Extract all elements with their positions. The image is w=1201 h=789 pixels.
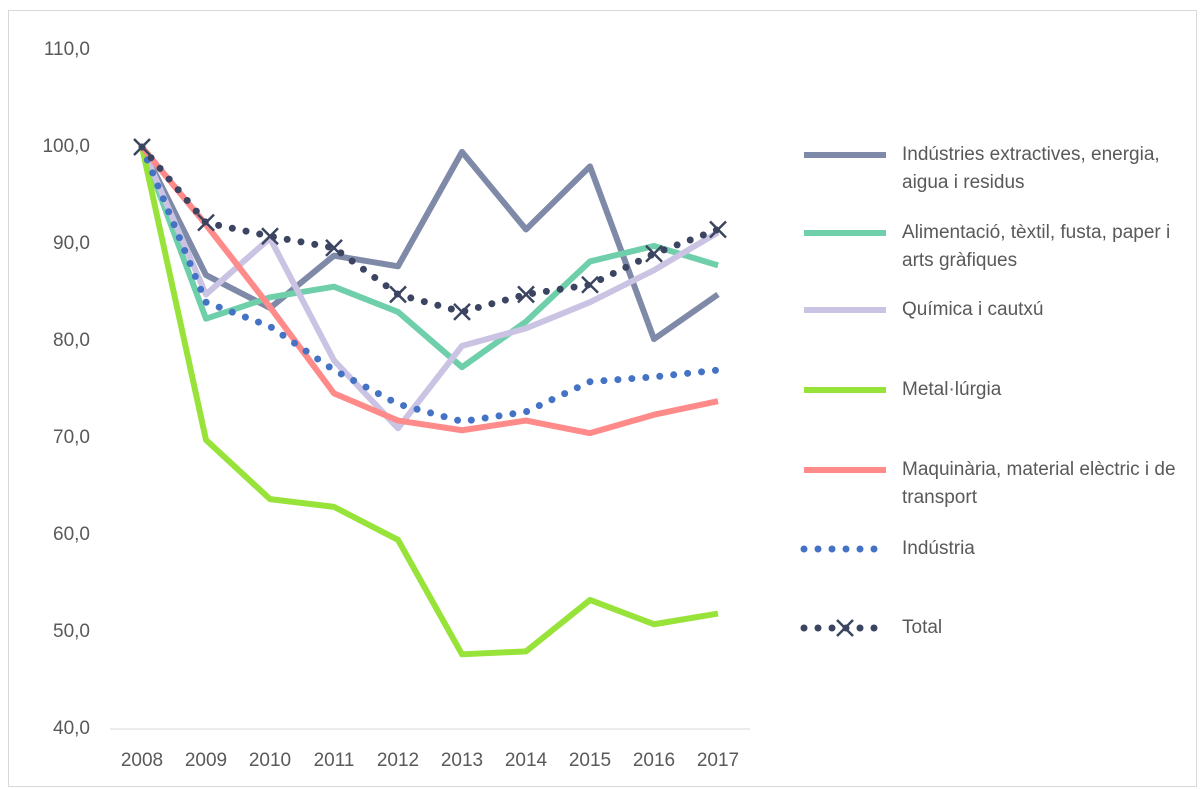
series-line xyxy=(138,143,722,426)
x-tick-label: 2011 xyxy=(314,750,355,771)
point-marker xyxy=(389,285,407,304)
legend-item: Alimentació, tèxtil, fusta, paper i arts… xyxy=(800,219,1200,275)
point-marker xyxy=(645,244,663,263)
marker-stroke xyxy=(709,220,727,239)
point-marker xyxy=(261,227,279,246)
legend-label: Total xyxy=(902,617,943,638)
series-line xyxy=(139,146,719,658)
legend-label: Indústria xyxy=(902,538,975,559)
x-tick-label: 2012 xyxy=(377,750,419,771)
point-marker xyxy=(133,138,151,156)
legend-swatch xyxy=(804,230,886,236)
x-tick-label: 2013 xyxy=(441,750,483,771)
marker-stroke xyxy=(517,285,535,304)
legend-label: Maquinària, material elèctric i de trans… xyxy=(902,459,1176,508)
point-marker xyxy=(581,275,599,294)
x-tick-label: 2008 xyxy=(121,750,163,771)
marker-stroke xyxy=(389,285,407,304)
point-marker xyxy=(325,238,343,257)
y-tick-label: 60,0 xyxy=(53,524,90,545)
marker-stroke xyxy=(836,619,854,637)
legend-marker xyxy=(836,619,854,637)
y-tick-label: 90,0 xyxy=(53,233,90,254)
legend-item: Indústria xyxy=(800,535,1200,563)
x-tick-label: 2015 xyxy=(569,750,611,771)
x-tick-label: 2014 xyxy=(505,750,548,771)
marker-stroke xyxy=(453,303,471,321)
legend-item: Total xyxy=(800,614,1200,642)
marker-stroke xyxy=(197,213,215,232)
point-marker xyxy=(709,220,727,239)
legend-item: Química i cautxú xyxy=(800,296,1200,324)
x-tick-label: 2017 xyxy=(697,750,739,771)
y-tick-label: 50,0 xyxy=(53,621,90,642)
legend-swatch xyxy=(804,152,886,158)
legend-swatch xyxy=(804,307,886,313)
marker-stroke xyxy=(261,227,279,246)
legend-label: Metal·lúrgia xyxy=(902,379,1002,400)
marker-stroke xyxy=(133,138,151,156)
y-tick-label: 110,0 xyxy=(44,39,90,60)
marker-stroke xyxy=(645,244,663,263)
y-tick-label: 100,0 xyxy=(42,136,90,157)
x-tick-label: 2009 xyxy=(185,750,227,771)
legend-label: Indústries extractives, energia, aigua i… xyxy=(902,144,1160,193)
marker-stroke xyxy=(325,238,343,257)
point-marker xyxy=(197,213,215,232)
legend-label: Química i cautxú xyxy=(902,299,1044,320)
series-line xyxy=(139,145,719,437)
legend-swatch xyxy=(804,467,886,473)
x-tick-label: 2016 xyxy=(633,750,675,771)
chart-frame xyxy=(8,10,1197,787)
legend-item: Indústries extractives, energia, aigua i… xyxy=(800,141,1200,197)
legend-item: Metal·lúrgia xyxy=(800,376,1200,404)
marker-stroke xyxy=(581,275,599,294)
legend-item: Maquinària, material elèctric i de trans… xyxy=(800,456,1200,512)
y-tick-label: 80,0 xyxy=(53,330,90,351)
point-marker xyxy=(517,285,535,304)
legend-swatch xyxy=(800,545,890,553)
legend-swatch xyxy=(800,619,890,637)
point-marker xyxy=(453,303,471,321)
y-tick-label: 70,0 xyxy=(53,427,90,448)
x-tick-label: 2010 xyxy=(249,750,291,771)
series-line xyxy=(139,145,719,371)
y-tick-label: 40,0 xyxy=(53,718,90,739)
legend-label: Alimentació, tèxtil, fusta, paper i arts… xyxy=(902,222,1171,271)
legend-swatch xyxy=(804,387,886,393)
